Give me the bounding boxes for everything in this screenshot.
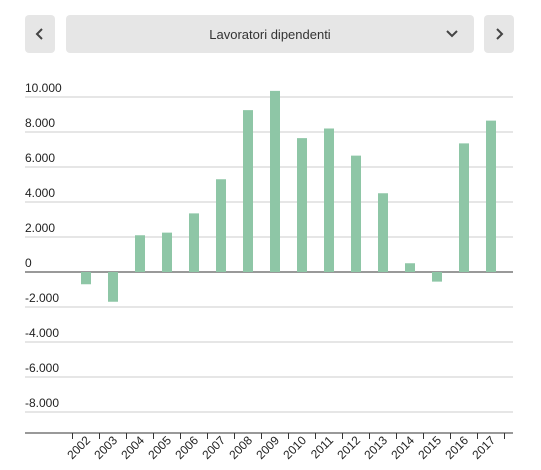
- bar: [162, 232, 172, 272]
- y-tick-label: -6.000: [25, 361, 59, 375]
- bar: [351, 155, 361, 272]
- x-tick-label: 2006: [172, 433, 201, 462]
- y-tick-label: -8.000: [25, 396, 59, 410]
- chevron-down-icon: [446, 30, 458, 38]
- x-tick-label: 2002: [64, 433, 93, 462]
- x-tick-label: 2004: [118, 433, 147, 462]
- next-button[interactable]: [484, 15, 514, 53]
- bar: [405, 263, 415, 272]
- previous-button[interactable]: [25, 15, 55, 53]
- x-tick-label: 2011: [308, 433, 336, 461]
- bar: [135, 235, 145, 272]
- y-tick-label: 10.000: [25, 81, 62, 95]
- y-tick-label: 8.000: [25, 116, 55, 130]
- y-tick-label: 0: [25, 256, 32, 270]
- x-tick-label: 2014: [388, 433, 417, 462]
- x-tick-label: 2012: [334, 433, 363, 462]
- y-tick-label: 6.000: [25, 151, 55, 165]
- bar: [459, 143, 469, 272]
- bar: [378, 193, 388, 272]
- x-tick-label: 2016: [442, 433, 471, 462]
- y-tick-label: -2.000: [25, 291, 59, 305]
- bar: [189, 213, 199, 272]
- bar: [243, 110, 253, 272]
- x-tick-label: 2008: [226, 433, 255, 462]
- bar: [432, 272, 442, 282]
- x-tick-label: 2005: [145, 433, 174, 462]
- chevron-right-icon: [496, 28, 504, 40]
- x-tick-label: 2013: [361, 433, 390, 462]
- y-tick-label: -4.000: [25, 326, 59, 340]
- y-tick-label: 2.000: [25, 221, 55, 235]
- bar: [81, 272, 91, 285]
- x-tick-label: 2007: [199, 433, 228, 462]
- bar: [108, 272, 118, 302]
- bar: [297, 138, 307, 272]
- x-tick-label: 2003: [91, 433, 120, 462]
- bar: [324, 128, 334, 272]
- x-tick-label: 2010: [280, 433, 309, 462]
- chevron-left-icon: [35, 28, 43, 40]
- indicator-dropdown[interactable]: Lavoratori dipendenti: [66, 15, 474, 53]
- y-tick-label: 4.000: [25, 186, 55, 200]
- bar: [216, 179, 226, 272]
- dropdown-label: Lavoratori dipendenti: [209, 26, 331, 42]
- x-tick-label: 2015: [415, 433, 444, 462]
- x-tick-label: 2009: [253, 433, 282, 462]
- bar: [270, 90, 280, 272]
- bar: [486, 120, 496, 272]
- x-tick-label: 2017: [469, 433, 498, 462]
